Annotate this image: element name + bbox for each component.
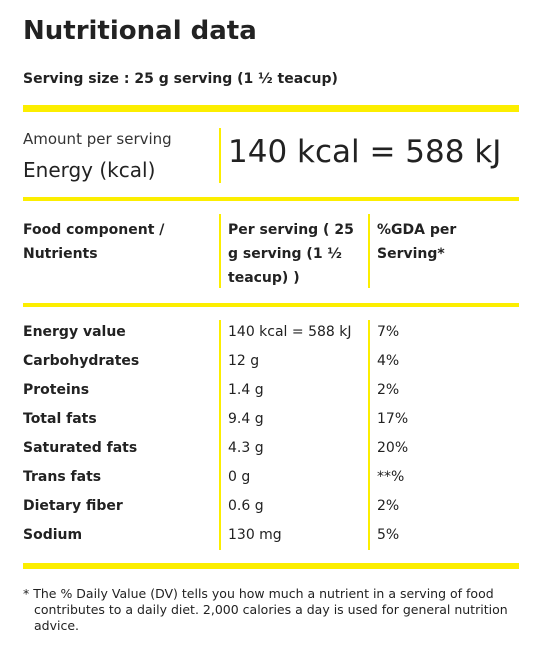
energy-label: Energy (kcal) [23, 158, 156, 182]
column-header: %GDA per Serving* [377, 222, 457, 262]
gda-percent: 5% [377, 527, 400, 543]
divider [368, 320, 370, 550]
divider [219, 320, 221, 550]
nutrient-name: Energy value [23, 324, 126, 340]
per-serving: 1.4 g [228, 382, 264, 398]
footnote: * The % Daily Value (DV) tells you how m… [23, 586, 508, 633]
serving-size: Serving size : 25 g serving (1 ½ teacup) [23, 71, 338, 87]
per-serving: 9.4 g [228, 411, 264, 427]
nutrient-name: Proteins [23, 382, 90, 398]
divider [219, 128, 221, 183]
column-header: Food component / Nutrients [23, 222, 165, 262]
gda-percent: 2% [377, 382, 400, 398]
divider [219, 214, 221, 288]
nutrient-name: Saturated fats [23, 440, 138, 456]
divider [23, 563, 519, 569]
column-header: Per serving ( 25 g serving (1 ½ teacup) … [228, 222, 354, 286]
gda-percent: 7% [377, 324, 400, 340]
nutrient-name: Dietary fiber [23, 498, 123, 514]
per-serving: 0.6 g [228, 498, 264, 514]
divider [23, 303, 519, 307]
per-serving: 130 mg [228, 527, 282, 543]
title: Nutritional data [23, 16, 257, 46]
per-serving: 0 g [228, 469, 251, 485]
per-serving: 12 g [228, 353, 260, 369]
gda-percent: 17% [377, 411, 409, 427]
per-serving: 140 kcal = 588 kJ [228, 324, 352, 340]
divider [23, 197, 519, 201]
nutrient-name: Sodium [23, 527, 83, 543]
energy-value: 140 kcal = 588 kJ [228, 134, 502, 170]
nutrient-name: Total fats [23, 411, 97, 427]
divider [368, 214, 370, 288]
gda-percent: 4% [377, 353, 400, 369]
gda-percent: **% [377, 469, 405, 485]
divider [23, 105, 519, 112]
gda-percent: 20% [377, 440, 409, 456]
energy-caption: Amount per serving [23, 130, 172, 148]
nutrient-name: Carbohydrates [23, 353, 140, 369]
per-serving: 4.3 g [228, 440, 264, 456]
nutrient-name: Trans fats [23, 469, 102, 485]
gda-percent: 2% [377, 498, 400, 514]
